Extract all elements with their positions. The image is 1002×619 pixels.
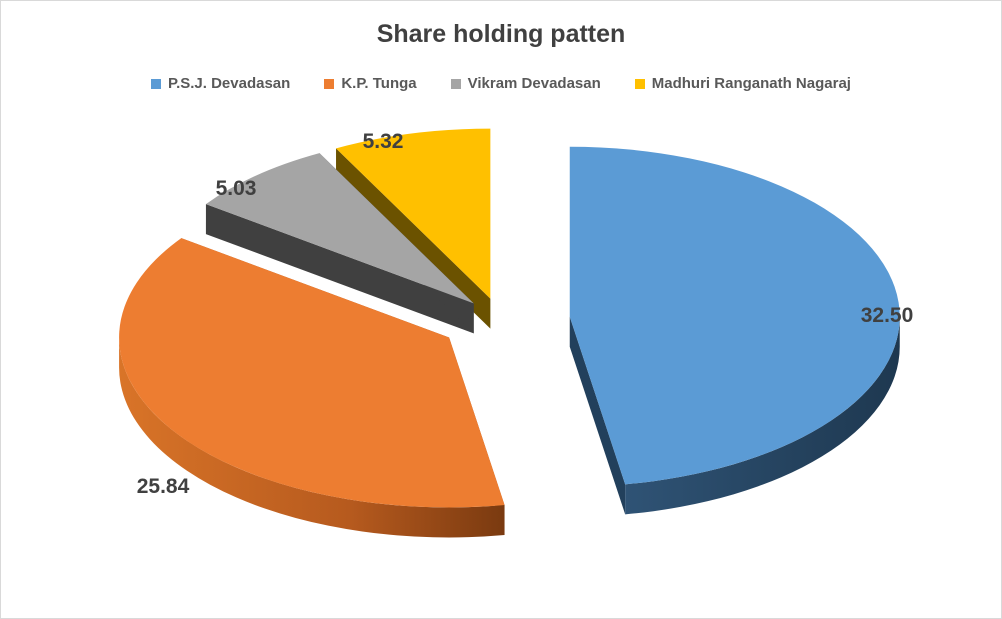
legend-swatch-icon	[450, 78, 461, 89]
pie-slice-top	[119, 238, 505, 508]
pie-slice-wall	[205, 204, 474, 334]
pie-slice-side	[625, 316, 900, 515]
legend-item: K.P. Tunga	[324, 75, 417, 92]
legend-label: P.S.J. Devadasan	[168, 75, 291, 92]
legend-swatch-icon	[151, 78, 162, 89]
slices-layer	[119, 128, 900, 538]
chart-title: Share holding patten	[376, 20, 626, 48]
legend-swatch-icon	[634, 78, 645, 89]
data-label: 25.84	[137, 475, 190, 498]
pie-slice	[569, 146, 900, 515]
data-label: 32.50	[861, 304, 914, 327]
data-label: 5.03	[216, 177, 257, 200]
pie-slice-wall	[569, 316, 626, 515]
pie-slice-top	[569, 146, 900, 485]
legend-item: P.S.J. Devadasan	[151, 75, 290, 92]
legend-label: Vikram Devadasan	[467, 75, 601, 92]
pie-slice-top	[205, 153, 474, 304]
pie-slice	[205, 153, 474, 334]
pie-slice-side	[119, 337, 505, 538]
legend-swatch-icon	[324, 78, 335, 89]
data-label: 5.32	[363, 130, 404, 153]
labels-layer: 32.50 25.84 5.03 5.32	[137, 130, 914, 498]
legend-label: K.P. Tunga	[341, 75, 417, 92]
legend-item: Madhuri Ranganath Nagaraj	[634, 75, 851, 92]
legend-label: Madhuri Ranganath Nagaraj	[651, 75, 851, 92]
legend: P.S.J. Devadasan K.P. Tunga Vikram Devad…	[0, 75, 1002, 92]
legend-item: Vikram Devadasan	[450, 75, 601, 92]
pie-slice-top	[336, 128, 491, 299]
pie-slice	[119, 238, 505, 538]
